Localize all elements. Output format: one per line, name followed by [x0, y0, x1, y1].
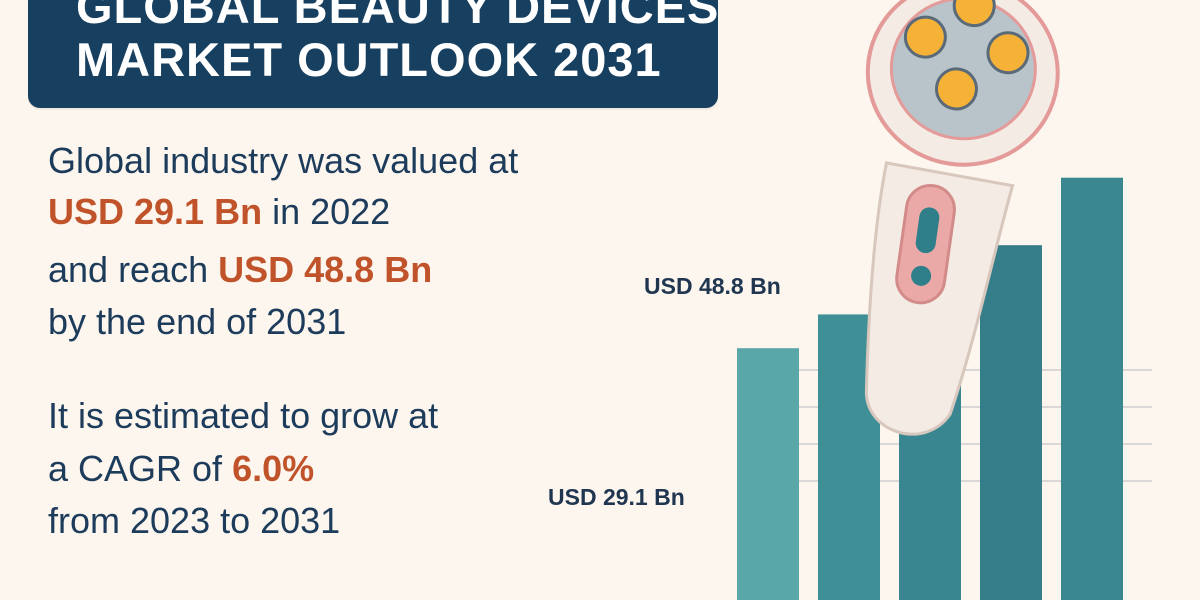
growth-line-1: It is estimated to grow at — [48, 395, 439, 436]
growth-line-3: from 2023 to 2031 — [48, 500, 341, 541]
annotation-2031: USD 48.8 Bn — [644, 273, 781, 299]
title-banner: GLOBAL BEAUTY DEVICES MARKET OUTLOOK 203… — [28, 0, 718, 108]
annotation-2022: USD 29.1 Bn — [548, 484, 685, 510]
value-line-3: and reach USD 48.8 Bn — [48, 249, 433, 290]
value-2031: USD 48.8 Bn — [218, 249, 433, 290]
value-2022: USD 29.1 Bn — [48, 191, 263, 232]
value-line-2: USD 29.1 Bn in 2022 — [48, 191, 391, 232]
chart-bars — [737, 177, 1123, 600]
title-line-1: GLOBAL BEAUTY DEVICES — [76, 0, 720, 33]
value-line-4: by the end of 2031 — [48, 301, 347, 342]
chart-bar — [1061, 177, 1123, 600]
growth-line-2: a CAGR of 6.0% — [48, 448, 315, 489]
chart-bar — [980, 245, 1042, 600]
title-line-2: MARKET OUTLOOK 2031 — [76, 33, 662, 86]
cagr-value: 6.0% — [232, 448, 315, 489]
chart-bar — [737, 348, 799, 600]
value-line-1: Global industry was valued at — [48, 140, 519, 181]
